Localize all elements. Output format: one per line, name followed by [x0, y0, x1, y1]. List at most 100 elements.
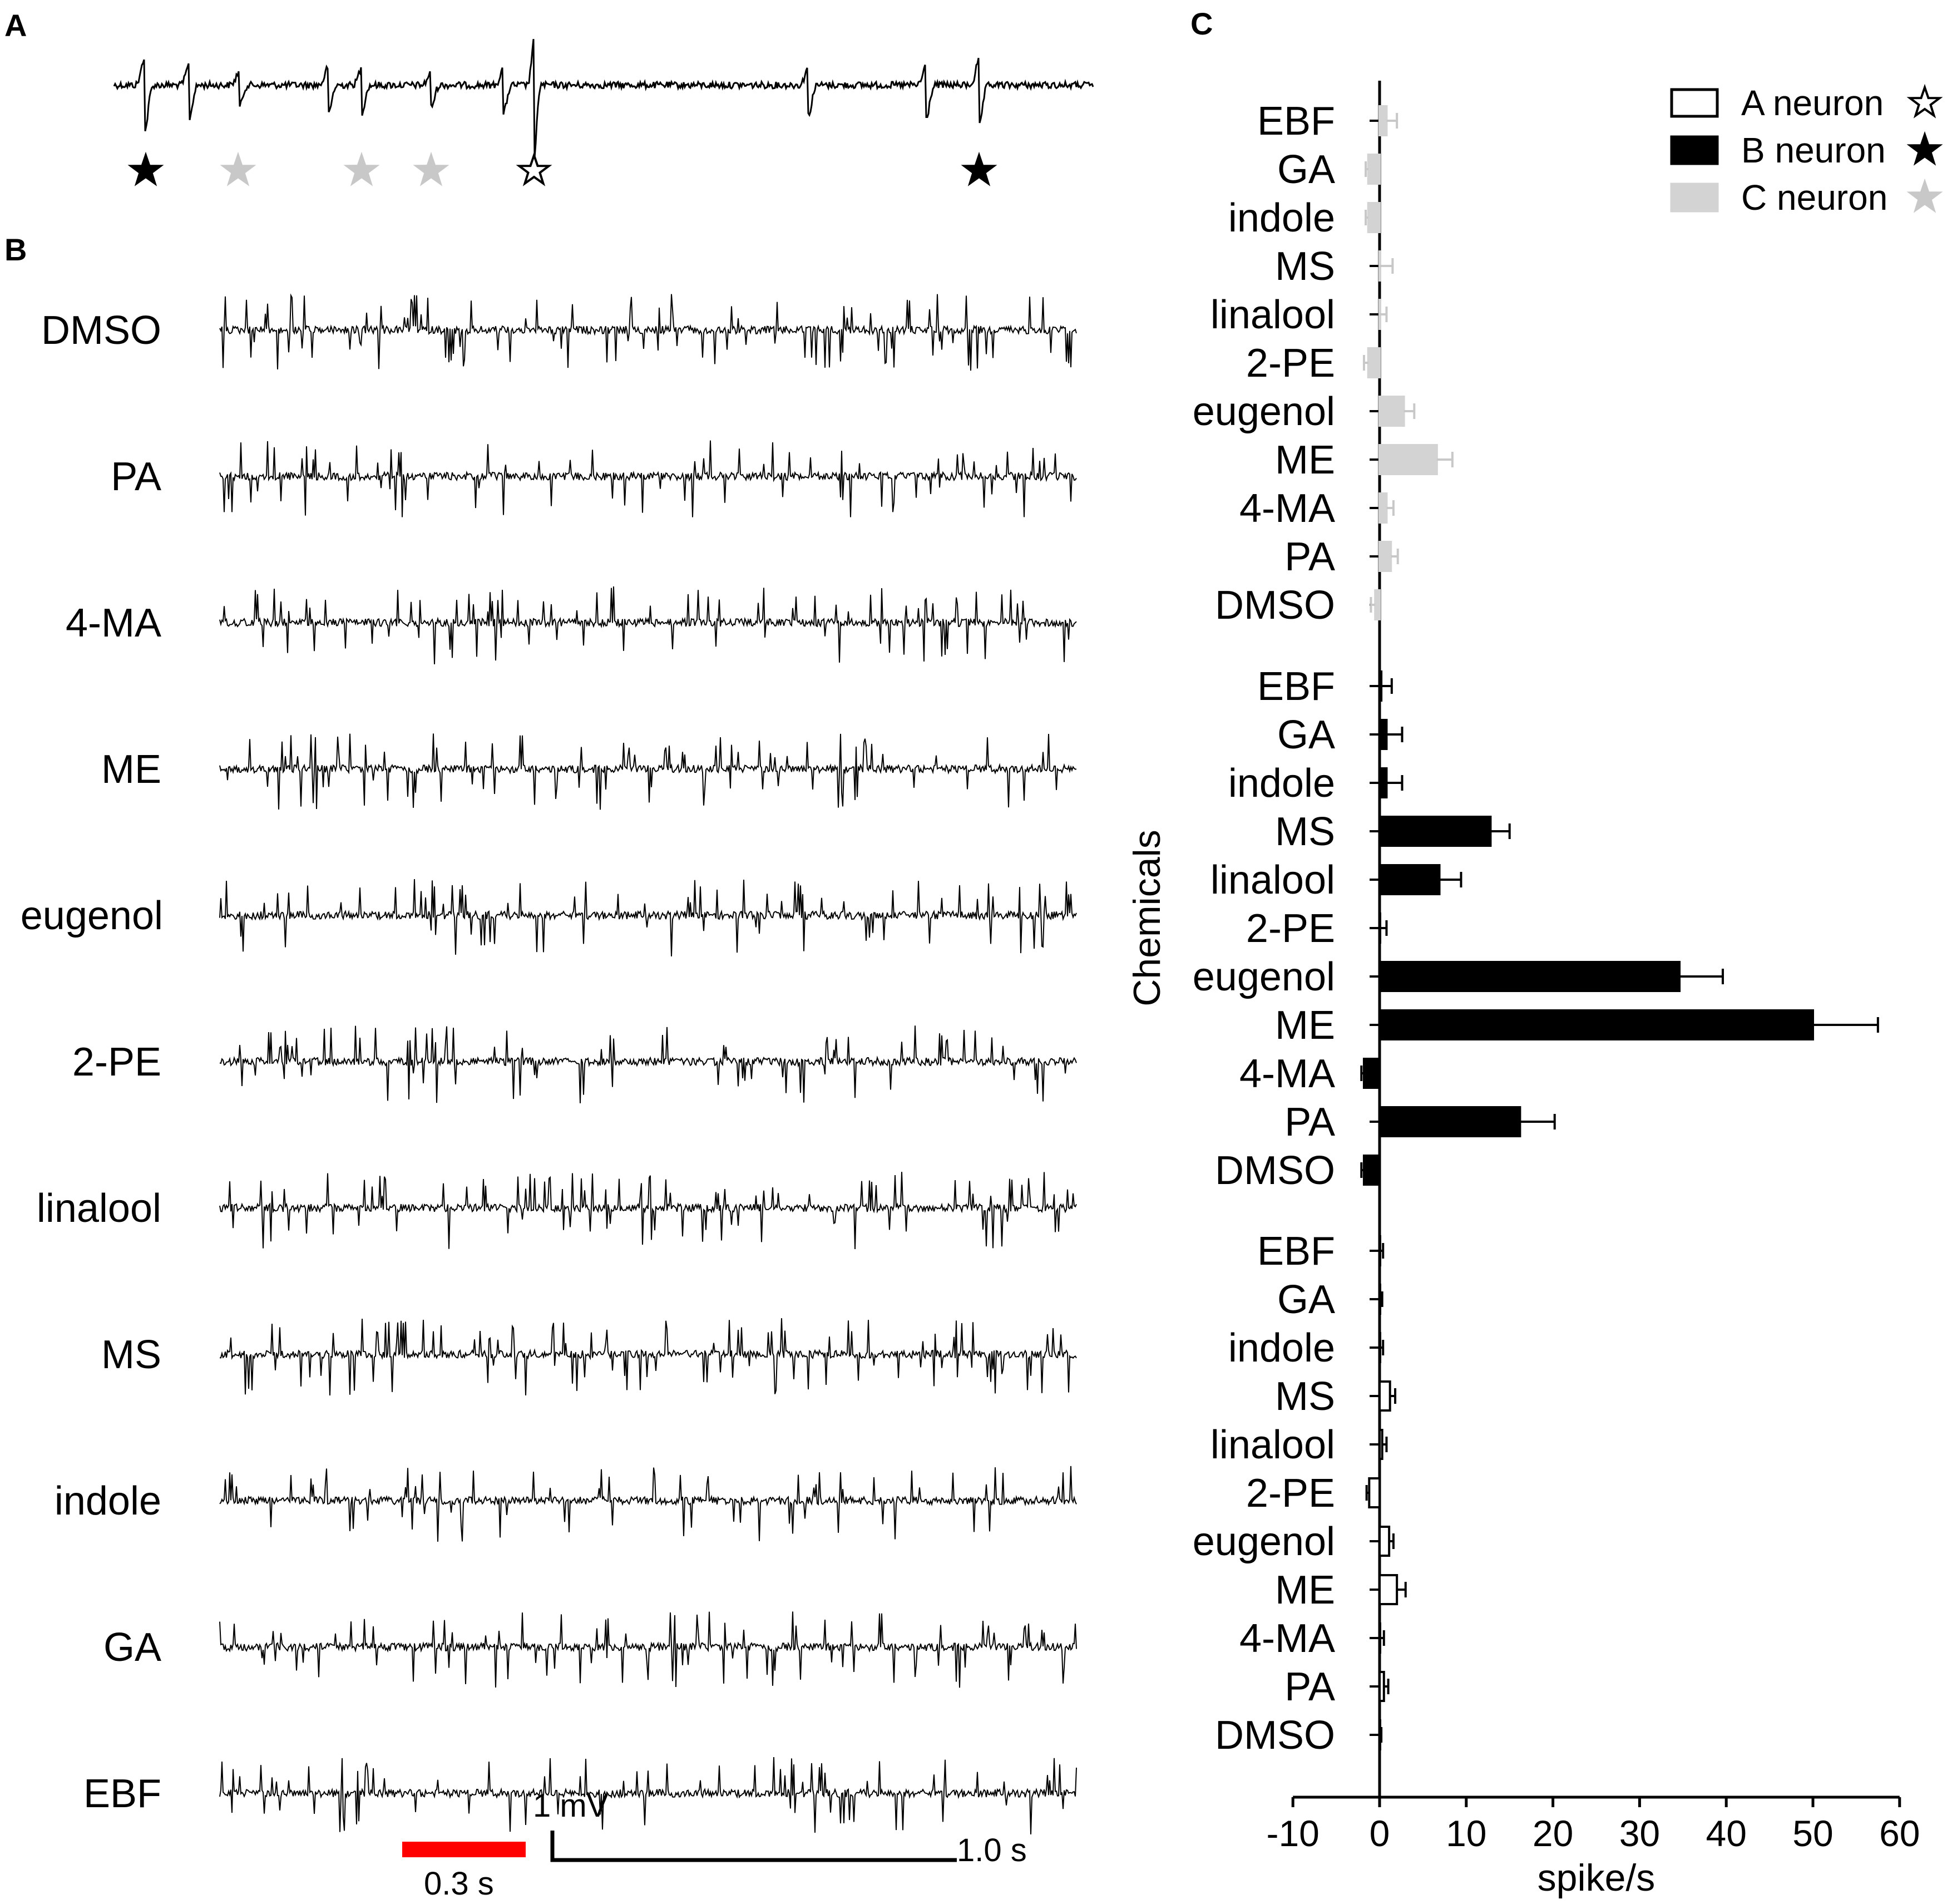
bar-b-4-ma	[1362, 1058, 1381, 1089]
bar-c-ga	[1367, 154, 1381, 185]
trace-2-pe	[219, 1025, 1077, 1103]
category-label-b-linalool: linalool	[1210, 858, 1335, 902]
bar-c-me	[1378, 444, 1438, 475]
spike-marker-star-5	[516, 151, 552, 186]
voltage-time-scale-bar	[550, 1831, 957, 1862]
trace-label-me: ME	[101, 747, 161, 792]
trace-label-4-ma: 4-MA	[66, 601, 161, 645]
panel-a-star-markers	[127, 151, 997, 186]
category-label-b-dmso: DMSO	[1215, 1148, 1335, 1193]
panel-a-trace-group	[113, 39, 1094, 158]
trace-ga	[219, 1611, 1077, 1688]
trace-label-2-pe: 2-PE	[72, 1040, 161, 1084]
x-tick-label-50: 50	[1792, 1813, 1833, 1854]
trace-label-dmso: DMSO	[41, 308, 161, 353]
legend-label-b: B neuron	[1741, 130, 1886, 170]
panel-c-legend: A neuron B neuron C neuron	[1670, 83, 1943, 218]
legend-label-c: C neuron	[1741, 177, 1887, 218]
category-label-b-pa: PA	[1284, 1100, 1335, 1145]
legend-star-a	[1906, 83, 1943, 119]
bar-b-ms	[1378, 816, 1492, 847]
x-axis-title: spike/s	[1538, 1857, 1656, 1899]
category-label-b-ms: MS	[1275, 810, 1335, 854]
x-tick-label-10: 10	[1446, 1813, 1486, 1854]
bar-c-indole	[1367, 202, 1381, 233]
panel-c-label: C	[1190, 6, 1213, 41]
category-label-a-linalool: linalool	[1210, 1423, 1335, 1467]
category-label-c-ga: GA	[1277, 147, 1335, 192]
category-label-a-me: ME	[1275, 1568, 1335, 1612]
panel-b-scale-bars: 0.3 s 1 mV 1.0 s	[402, 1788, 1027, 1902]
time-scale-label: 1.0 s	[957, 1832, 1027, 1868]
bar-c-4-ma	[1378, 492, 1388, 524]
category-label-c-ebf: EBF	[1257, 99, 1335, 144]
category-label-c-dmso: DMSO	[1215, 583, 1335, 628]
trace-ms	[220, 1318, 1077, 1396]
trace-label-ms: MS	[101, 1333, 161, 1377]
category-label-a-2-pe: 2-PE	[1246, 1471, 1335, 1516]
category-label-a-ga: GA	[1277, 1277, 1335, 1322]
spike-marker-star-6	[961, 151, 997, 186]
bar-c-ebf	[1378, 105, 1388, 136]
category-label-b-me: ME	[1275, 1003, 1335, 1048]
bar-a-ms	[1378, 1380, 1391, 1412]
panel-c-bar-chart: -10 0 10 20 30 40 50 60spike/sChemicalsEBFGAind…	[1126, 81, 1920, 1899]
category-label-a-dmso: DMSO	[1215, 1713, 1335, 1758]
category-label-a-4-ma: 4-MA	[1239, 1616, 1335, 1661]
x-tick-label-40: 40	[1706, 1813, 1746, 1854]
panel-b-label: B	[4, 232, 27, 267]
trace-ebf	[219, 1757, 1077, 1834]
bar-a-eugenol	[1378, 1526, 1391, 1557]
red-scale-bar-label: 0.3 s	[424, 1866, 494, 1902]
category-label-b-ga: GA	[1277, 713, 1335, 757]
bar-b-eugenol	[1378, 961, 1681, 992]
trace-eugenol	[219, 879, 1077, 956]
voltage-scale-label: 1 mV	[533, 1788, 609, 1824]
category-label-c-indole: indole	[1228, 196, 1335, 240]
trace-label-indole: indole	[55, 1479, 161, 1523]
bar-b-indole	[1378, 767, 1388, 798]
legend-label-a: A neuron	[1741, 83, 1884, 123]
legend-star-b	[1906, 131, 1943, 166]
trace-label-ebf: EBF	[83, 1772, 161, 1816]
bar-b-me	[1378, 1009, 1814, 1040]
x-tick-label-0: 0	[1370, 1813, 1390, 1854]
bar-c-eugenol	[1378, 396, 1405, 427]
category-label-c-linalool: linalool	[1210, 293, 1335, 337]
spike-marker-star-2	[220, 151, 256, 186]
category-label-a-ms: MS	[1275, 1374, 1335, 1419]
panel-b-recordings: DMSO PA 4-MA ME eugenol 2-PE linalool MS indole G…	[21, 293, 1077, 1834]
trace-label-linalool: linalool	[37, 1186, 161, 1231]
bar-a-linalool	[1378, 1429, 1383, 1460]
spike-marker-star-4	[413, 151, 449, 186]
category-label-c-pa: PA	[1284, 535, 1335, 579]
bar-b-dmso	[1362, 1155, 1381, 1186]
bar-a-2-pe	[1368, 1477, 1381, 1508]
trace-label-ga: GA	[103, 1625, 161, 1670]
x-tick-label-30: 30	[1619, 1813, 1660, 1854]
trace-pa	[219, 440, 1077, 517]
trace-dmso	[219, 293, 1077, 371]
legend-swatch-c	[1670, 182, 1719, 213]
trace-label-pa: PA	[111, 455, 161, 499]
category-label-a-indole: indole	[1228, 1326, 1335, 1370]
panel-a-label: A	[4, 8, 27, 43]
bar-c-dmso	[1374, 589, 1381, 620]
x-tick-label-60: 60	[1879, 1813, 1920, 1854]
y-axis-title: Chemicals	[1126, 830, 1168, 1006]
category-label-c-4-ma: 4-MA	[1239, 486, 1335, 531]
category-label-c-2-pe: 2-PE	[1246, 341, 1335, 386]
trace-4-ma	[219, 586, 1077, 664]
category-label-a-eugenol: eugenol	[1193, 1520, 1335, 1564]
bar-b-linalool	[1378, 864, 1441, 895]
legend-swatch-b	[1670, 135, 1719, 165]
trace-linalool	[219, 1172, 1077, 1250]
trace-label-eugenol: eugenol	[21, 894, 163, 938]
legend-swatch-a	[1670, 88, 1719, 118]
bar-c-pa	[1378, 541, 1392, 572]
category-label-b-4-ma: 4-MA	[1239, 1052, 1335, 1096]
bar-b-ebf	[1378, 670, 1383, 702]
bar-b-ga	[1378, 719, 1388, 750]
bar-b-pa	[1378, 1106, 1521, 1137]
category-label-c-eugenol: eugenol	[1193, 389, 1335, 434]
